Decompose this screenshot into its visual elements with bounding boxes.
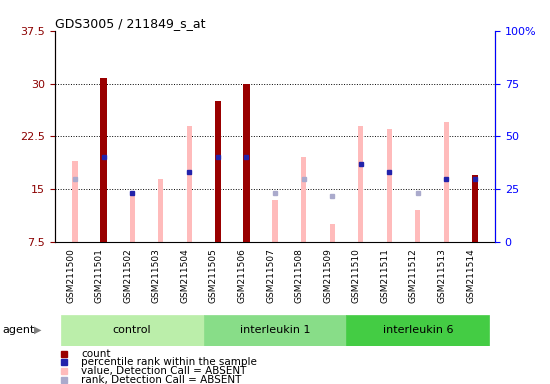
- Bar: [472, 175, 478, 242]
- Bar: [214, 101, 221, 242]
- Bar: [204, 315, 346, 346]
- Text: interleukin 1: interleukin 1: [240, 325, 310, 335]
- Text: GSM211505: GSM211505: [209, 248, 218, 303]
- Bar: [60, 315, 204, 346]
- Bar: [387, 129, 392, 242]
- Bar: [101, 78, 107, 242]
- Bar: [301, 157, 306, 242]
- Text: GSM211512: GSM211512: [409, 248, 418, 303]
- Text: GSM211511: GSM211511: [380, 248, 389, 303]
- Text: rank, Detection Call = ABSENT: rank, Detection Call = ABSENT: [81, 375, 242, 384]
- Text: GSM211509: GSM211509: [323, 248, 332, 303]
- Bar: [244, 157, 249, 242]
- Text: GSM211506: GSM211506: [238, 248, 246, 303]
- Text: GDS3005 / 211849_s_at: GDS3005 / 211849_s_at: [55, 17, 206, 30]
- Bar: [73, 161, 78, 242]
- Text: GSM211503: GSM211503: [152, 248, 161, 303]
- Bar: [346, 315, 490, 346]
- Bar: [272, 200, 278, 242]
- Text: GSM211502: GSM211502: [123, 248, 132, 303]
- Text: interleukin 6: interleukin 6: [383, 325, 453, 335]
- Text: GSM211501: GSM211501: [95, 248, 103, 303]
- Bar: [243, 84, 250, 242]
- Bar: [358, 126, 364, 242]
- Text: percentile rank within the sample: percentile rank within the sample: [81, 358, 257, 367]
- Text: GSM211508: GSM211508: [295, 248, 304, 303]
- Bar: [329, 224, 335, 242]
- Text: GSM211507: GSM211507: [266, 248, 275, 303]
- Bar: [444, 122, 449, 242]
- Text: GSM211504: GSM211504: [180, 248, 189, 303]
- Text: GSM211500: GSM211500: [66, 248, 75, 303]
- Text: count: count: [81, 349, 111, 359]
- Text: agent: agent: [3, 325, 35, 335]
- Text: value, Detection Call = ABSENT: value, Detection Call = ABSENT: [81, 366, 247, 376]
- Text: control: control: [113, 325, 151, 335]
- Bar: [158, 179, 163, 242]
- Text: GSM211510: GSM211510: [351, 248, 361, 303]
- Bar: [415, 210, 420, 242]
- Bar: [130, 193, 135, 242]
- Text: ▶: ▶: [34, 325, 42, 335]
- Bar: [186, 126, 192, 242]
- Bar: [101, 157, 106, 242]
- Text: GSM211514: GSM211514: [466, 248, 475, 303]
- Text: GSM211513: GSM211513: [437, 248, 447, 303]
